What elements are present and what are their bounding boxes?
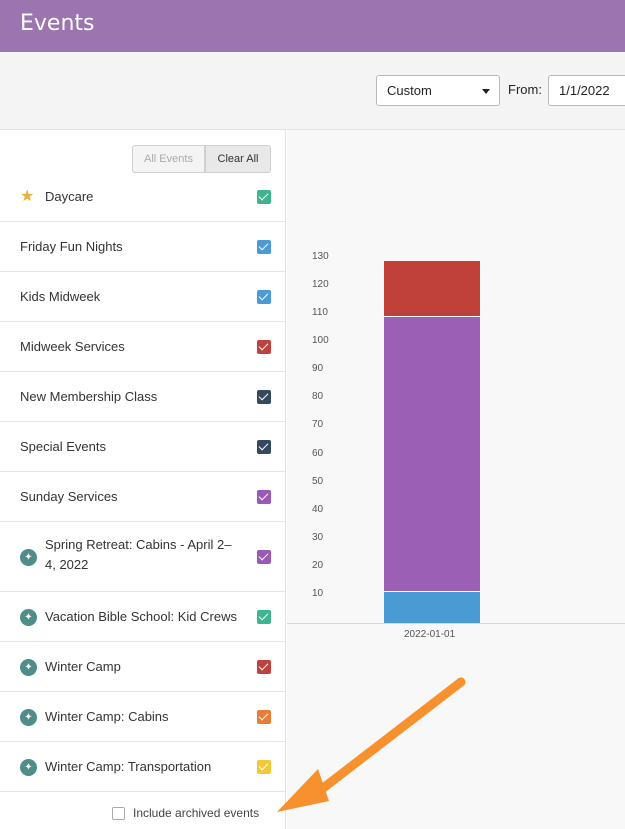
event-label: Winter Camp [45,659,121,674]
y-tick-label: 40 [312,503,324,515]
event-checkbox[interactable] [257,660,271,674]
event-label: Midweek Services [20,339,125,354]
event-row[interactable]: Friday Fun Nights [0,222,286,272]
event-label: Spring Retreat: Cabins - April 2–4, 2022 [45,537,232,572]
x-axis-line [287,623,625,624]
include-archived-label: Include archived events [133,806,260,820]
y-tick-label: 130 [312,251,329,262]
all-events-button[interactable]: All Events [132,145,205,173]
event-row[interactable]: ✦ Winter Camp: Transportation [0,742,286,792]
y-tick-label: 80 [312,391,324,403]
from-date-input[interactable]: 1/1/2022 [548,75,625,106]
event-row[interactable]: ✦ Winter Camp: Cabins [0,692,286,742]
event-row[interactable]: ★ Daycare [0,172,286,222]
event-row[interactable]: Sunday Services [0,472,286,522]
y-tick-label: 110 [312,307,328,319]
registration-icon: ✦ [20,549,37,566]
event-checkbox[interactable] [257,760,271,774]
event-row[interactable]: ✦ Vacation Bible School: Kid Crews [0,592,286,642]
y-tick-label: 120 [312,279,329,291]
event-label: Vacation Bible School: Kid Crews [45,609,237,624]
date-range-value: Custom [387,83,432,98]
events-chart: 10 20 30 40 50 60 70 80 90 100 110 120 130 2022-01-0… [287,130,625,829]
event-row[interactable]: ✦ Winter Camp [0,642,286,692]
page-title: Events [20,11,95,36]
from-label: From: [508,82,542,97]
include-archived-checkbox[interactable] [112,807,125,820]
event-label: Sunday Services [20,489,118,504]
event-checkbox[interactable] [257,390,271,404]
y-tick-label: 30 [312,531,324,543]
event-row[interactable]: New Membership Class [0,372,286,422]
event-checkbox[interactable] [257,550,271,564]
y-tick-label: 60 [312,447,324,459]
y-tick-label: 90 [312,363,324,375]
bar-segment[interactable] [384,316,480,593]
event-row[interactable]: Special Events [0,422,286,472]
bar-segment[interactable] [384,592,480,623]
caret-down-icon [482,89,490,94]
clear-all-button[interactable]: Clear All [205,145,271,173]
event-filter-sidebar: All Events Clear All [0,130,286,829]
event-label: Kids Midweek [20,289,101,304]
event-label: New Membership Class [20,389,158,404]
event-label: Special Events [20,439,106,454]
event-checkbox[interactable] [257,610,271,624]
star-icon: ★ [20,188,35,205]
page-header: Events [0,0,625,52]
event-row[interactable]: Kids Midweek [0,272,286,322]
event-label: Friday Fun Nights [20,239,123,254]
event-row[interactable]: ✦ Spring Retreat: Cabins - April 2–4, 202… [0,522,286,592]
y-tick-label: 20 [312,559,324,571]
event-checkbox[interactable] [257,440,271,454]
from-date-value: 1/1/2022 [559,83,610,98]
bar-segment[interactable] [384,260,480,317]
event-checkbox[interactable] [257,340,271,354]
y-tick-label: 100 [312,335,329,347]
event-row[interactable]: Midweek Services [0,322,286,372]
y-tick-label: 50 [312,475,324,487]
filter-toolbar: Custom From: 1/1/2022 [0,52,625,130]
registration-icon: ✦ [20,609,37,626]
y-tick-label: 70 [312,419,324,431]
registration-icon: ✦ [20,659,37,676]
event-label: Daycare [45,189,94,204]
event-checkbox[interactable] [257,190,271,204]
x-tick-label: 2022-01-01 [404,629,456,640]
event-checkbox[interactable] [257,710,271,724]
event-checkbox[interactable] [257,290,271,304]
event-checkbox[interactable] [257,490,271,504]
event-checkbox[interactable] [257,240,271,254]
event-label: Winter Camp: Transportation [45,759,212,774]
event-label: Winter Camp: Cabins [45,709,169,724]
date-range-select[interactable]: Custom [376,75,500,106]
y-tick-label: 10 [312,587,324,599]
registration-icon: ✦ [20,709,37,726]
registration-icon: ✦ [20,759,37,776]
